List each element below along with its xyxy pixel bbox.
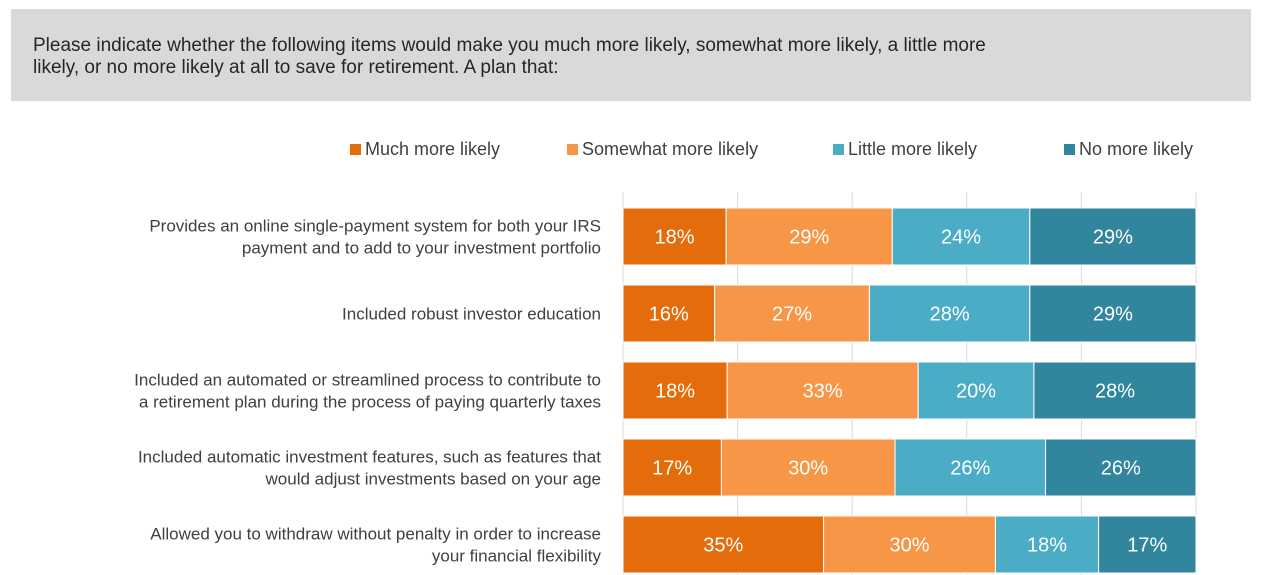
data-label: 18%: [1027, 535, 1067, 557]
category-label: Allowed you to withdraw without penalty …: [150, 525, 601, 566]
bar-segment: [622, 207, 727, 266]
category-labels: Provides an online single-payment system…: [134, 217, 601, 566]
legend-label: No more likely: [1079, 139, 1193, 159]
category-label: Included an automated or streamlined pro…: [134, 371, 601, 412]
legend-swatch: [1064, 144, 1075, 155]
data-label: 26%: [950, 458, 990, 480]
legend: Much more likely Somewhat more likely Litt…: [350, 139, 1193, 159]
bar-segment: [823, 515, 996, 574]
bar-segment: [720, 438, 896, 497]
bars: 18% 29% 24% 29% 16% 27% 28% 29% 18% 33% 20% 28% 17% 3…: [622, 207, 1197, 574]
data-label: 29%: [1093, 304, 1133, 326]
category-label: Provides an online single-payment system…: [149, 217, 601, 258]
bar-segment: [917, 361, 1035, 420]
bar-segment: [894, 438, 1047, 497]
legend-label: Somewhat more likely: [582, 139, 758, 159]
bar-segment: [1045, 438, 1197, 497]
data-label: 30%: [889, 535, 929, 557]
data-label: 16%: [649, 304, 689, 326]
data-label: 27%: [772, 304, 812, 326]
data-label: 28%: [1095, 381, 1135, 403]
data-label: 17%: [1127, 535, 1167, 557]
data-label: 29%: [1093, 227, 1133, 249]
bar-segment: [714, 284, 870, 343]
bar-segment: [726, 361, 919, 420]
data-label: 33%: [803, 381, 843, 403]
category-label: Included robust investor education: [342, 305, 601, 324]
data-label: 20%: [956, 381, 996, 403]
bar-segment: [1098, 515, 1197, 574]
legend-label: Much more likely: [365, 139, 500, 159]
data-label: 17%: [652, 458, 692, 480]
legend-swatch: [833, 144, 844, 155]
legend-swatch: [350, 144, 361, 155]
legend-swatch: [567, 144, 578, 155]
bar-segment: [1033, 361, 1197, 420]
data-label: 18%: [655, 381, 695, 403]
bar-segment: [1029, 284, 1197, 343]
question-line-1: Please indicate whether the following it…: [33, 35, 986, 56]
data-label: 18%: [655, 227, 695, 249]
data-label: 26%: [1101, 458, 1141, 480]
data-label: 30%: [788, 458, 828, 480]
data-label: 24%: [941, 227, 981, 249]
data-label: 28%: [930, 304, 970, 326]
bar-segment: [994, 515, 1100, 574]
data-label: 29%: [789, 227, 829, 249]
bar-segment: [868, 284, 1031, 343]
question-line-2: likely, or no more likely at all to save…: [33, 57, 559, 78]
bar-segment: [622, 515, 825, 574]
legend-label: Little more likely: [848, 139, 977, 159]
data-label: 35%: [703, 535, 743, 557]
bar-segment: [1029, 207, 1197, 266]
question-box: Please indicate whether the following it…: [11, 9, 1251, 101]
category-label: Included automatic investment features, …: [138, 448, 601, 489]
bar-segment: [622, 284, 716, 343]
bar-segment: [622, 438, 722, 497]
